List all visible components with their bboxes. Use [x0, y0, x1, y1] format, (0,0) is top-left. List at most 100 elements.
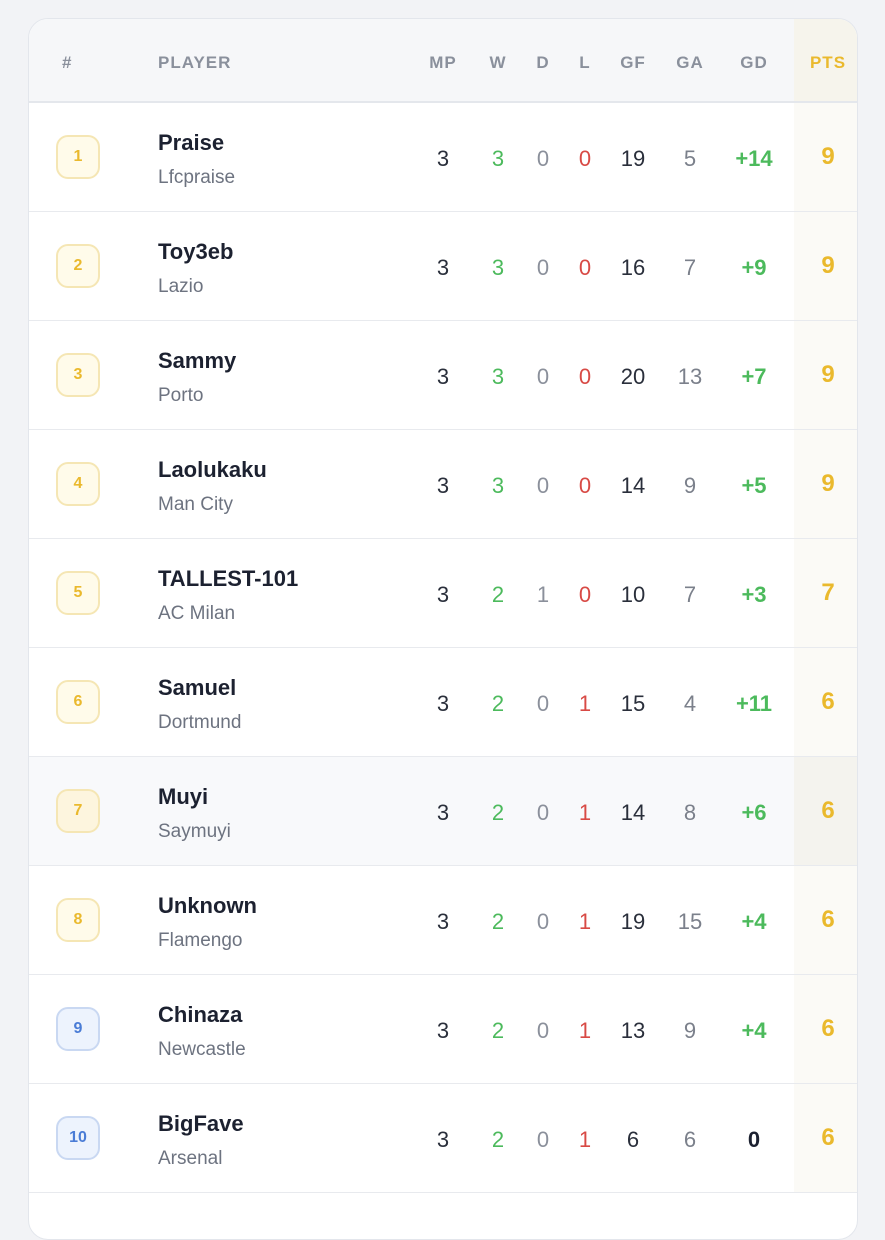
table-row[interactable]: 4 Laolukaku Man City 3 3 0 0 14 9 +5 9 — [29, 430, 857, 539]
cell-d: 0 — [536, 909, 550, 934]
cell-ga: 5 — [683, 146, 697, 171]
cell-ga: 13 — [677, 364, 703, 389]
cell-mp: 3 — [436, 909, 450, 934]
rank-badge: 4 — [56, 462, 100, 506]
table-row[interactable]: 1 Praise Lfcpraise 3 3 0 0 19 5 +14 9 — [29, 103, 857, 212]
player-name[interactable]: Praise — [158, 130, 225, 155]
player-team: Man City — [158, 494, 233, 515]
header-gf[interactable]: GF — [620, 53, 646, 72]
cell-pts: 9 — [821, 361, 835, 388]
cell-d: 0 — [536, 800, 550, 825]
player-name[interactable]: Toy3eb — [158, 239, 234, 264]
cell-w: 2 — [491, 1018, 505, 1043]
cell-gd: +4 — [741, 1018, 767, 1043]
player-team: Newcastle — [158, 1039, 246, 1060]
cell-l: 1 — [578, 909, 592, 934]
player-team: Flamengo — [158, 930, 243, 951]
cell-mp: 3 — [436, 800, 450, 825]
table-row[interactable]: 6 Samuel Dortmund 3 2 0 1 15 4 +11 6 — [29, 648, 857, 757]
pts-column-highlight — [794, 539, 857, 647]
cell-pts: 9 — [821, 470, 835, 497]
header-pts[interactable]: PTS — [809, 53, 847, 72]
header-d[interactable]: D — [536, 53, 550, 72]
cell-pts: 7 — [821, 579, 835, 606]
player-name[interactable]: TALLEST-101 — [158, 566, 299, 591]
header-l[interactable]: L — [579, 53, 591, 72]
table-row[interactable]: 3 Sammy Porto 3 3 0 0 20 13 +7 9 — [29, 321, 857, 430]
player-name[interactable]: Muyi — [158, 784, 209, 809]
pts-column-highlight — [794, 430, 857, 538]
cell-gf: 13 — [620, 1018, 646, 1043]
cell-l: 0 — [578, 473, 592, 498]
cell-gd: +3 — [741, 582, 767, 607]
player-team: Dortmund — [158, 712, 242, 733]
table-row[interactable]: 10 BigFave Arsenal 3 2 0 1 6 6 0 6 — [29, 1084, 857, 1193]
cell-pts: 6 — [821, 797, 835, 824]
header-gd[interactable]: GD — [740, 53, 768, 72]
rank-badge: 3 — [56, 353, 100, 397]
cell-w: 2 — [491, 691, 505, 716]
cell-gd: +14 — [735, 146, 773, 171]
cell-w: 2 — [491, 1127, 505, 1152]
cell-ga: 15 — [677, 909, 703, 934]
cell-gf: 15 — [620, 691, 646, 716]
player-name[interactable]: Laolukaku — [158, 457, 267, 482]
header-player[interactable]: PLAYER — [158, 53, 232, 72]
cell-mp: 3 — [436, 1018, 450, 1043]
cell-ga: 7 — [683, 582, 697, 607]
cell-gf: 14 — [620, 800, 646, 825]
player-team: Lazio — [158, 276, 204, 297]
header-ga[interactable]: GA — [676, 53, 704, 72]
player-name[interactable]: Sammy — [158, 348, 237, 373]
cell-d: 0 — [536, 255, 550, 280]
pts-column-highlight — [794, 19, 857, 101]
cell-gf: 14 — [620, 473, 646, 498]
rank-badge: 10 — [56, 1116, 100, 1160]
table-row[interactable]: 7 Muyi Saymuyi 3 2 0 1 14 8 +6 6 — [29, 757, 857, 866]
rank-badge: 9 — [56, 1007, 100, 1051]
pts-column-highlight — [794, 648, 857, 756]
header-rank[interactable]: # — [62, 53, 73, 72]
cell-l: 1 — [578, 1018, 592, 1043]
cell-ga: 8 — [683, 800, 697, 825]
pts-column-highlight — [794, 103, 857, 211]
pts-column-highlight — [794, 975, 857, 1083]
cell-mp: 3 — [436, 473, 450, 498]
player-name[interactable]: Unknown — [158, 893, 257, 918]
player-name[interactable]: Samuel — [158, 675, 237, 700]
cell-d: 0 — [536, 1018, 550, 1043]
table-row[interactable]: 5 TALLEST-101 AC Milan 3 2 1 0 10 7 +3 7 — [29, 539, 857, 648]
header-w[interactable]: W — [489, 53, 507, 72]
cell-gd: +5 — [741, 473, 767, 498]
cell-gf: 19 — [620, 146, 646, 171]
cell-w: 2 — [491, 909, 505, 934]
player-name[interactable]: BigFave — [158, 1111, 244, 1136]
cell-pts: 6 — [821, 906, 835, 933]
player-team: AC Milan — [158, 603, 236, 624]
player-team: Arsenal — [158, 1148, 223, 1169]
table-row[interactable]: 8 Unknown Flamengo 3 2 0 1 19 15 +4 6 — [29, 866, 857, 975]
header-mp[interactable]: MP — [429, 53, 457, 72]
cell-mp: 3 — [436, 1127, 450, 1152]
player-name[interactable]: Chinaza — [158, 1002, 243, 1027]
table-row[interactable]: 2 Toy3eb Lazio 3 3 0 0 16 7 +9 9 — [29, 212, 857, 321]
cell-gf: 6 — [626, 1127, 640, 1152]
cell-l: 0 — [578, 364, 592, 389]
cell-pts: 6 — [821, 688, 835, 715]
cell-l: 0 — [578, 582, 592, 607]
cell-d: 0 — [536, 1127, 550, 1152]
table-row[interactable]: 9 Chinaza Newcastle 3 2 0 1 13 9 +4 6 — [29, 975, 857, 1084]
cell-mp: 3 — [436, 582, 450, 607]
pts-column-highlight — [794, 866, 857, 974]
cell-ga: 9 — [683, 473, 697, 498]
cell-gf: 16 — [620, 255, 646, 280]
cell-gd: +4 — [741, 909, 767, 934]
player-team: Lfcpraise — [158, 167, 236, 188]
rank-badge: 6 — [56, 680, 100, 724]
cell-ga: 7 — [683, 255, 697, 280]
rank-badge: 8 — [56, 898, 100, 942]
cell-w: 3 — [491, 364, 505, 389]
table-body: 1 Praise Lfcpraise 3 3 0 0 19 5 +14 9 2 Toy3eb Lazio 3… — [29, 103, 857, 1193]
cell-mp: 3 — [436, 146, 450, 171]
cell-l: 1 — [578, 1127, 592, 1152]
